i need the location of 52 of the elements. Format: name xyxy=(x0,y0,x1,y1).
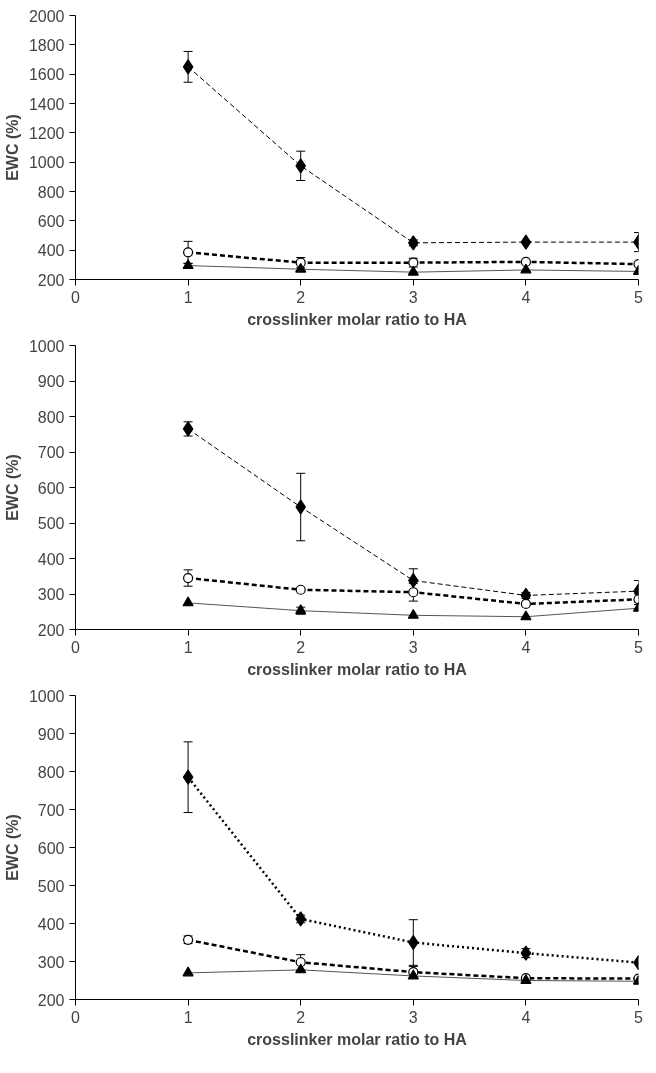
y-tick-label: 400 xyxy=(37,242,65,260)
y-tick-label: 200 xyxy=(37,271,65,289)
y-tick-label: 400 xyxy=(37,550,65,568)
y-tick-label: 1800 xyxy=(28,36,65,54)
x-tick-label: 4 xyxy=(521,1008,531,1026)
y-tick-label: 200 xyxy=(37,621,65,639)
y-tick-label: 900 xyxy=(37,725,65,743)
x-tick-label: 3 xyxy=(408,288,418,306)
y-tick-label: 600 xyxy=(37,212,65,230)
y-tick-label: 300 xyxy=(37,953,65,971)
x-tick-label: 1 xyxy=(183,1008,193,1026)
x-tick-label: 2 xyxy=(296,1008,306,1026)
x-tick-label: 3 xyxy=(408,1008,418,1026)
x-tick-label: 0 xyxy=(71,638,81,656)
x-tick-label: 4 xyxy=(521,288,531,306)
y-tick-label: 1600 xyxy=(28,66,65,84)
y-tick-label: 1000 xyxy=(28,687,65,705)
y-tick-label: 900 xyxy=(37,373,65,390)
x-tick-label: 2 xyxy=(296,638,306,656)
y-tick-label: 200 xyxy=(37,991,65,1009)
x-tick-label: 1 xyxy=(183,288,193,306)
y-tick-label: 300 xyxy=(37,586,65,603)
x-axis-title: crosslinker molar ratio to HA xyxy=(247,660,468,678)
x-axis-title: crosslinker molar ratio to HA xyxy=(247,1030,468,1048)
x-axis-title: crosslinker molar ratio to HA xyxy=(247,310,468,328)
y-tick-label: 1200 xyxy=(28,124,65,142)
x-tick-label: 2 xyxy=(296,288,306,306)
x-tick-label: 1 xyxy=(183,638,193,656)
y-tick-label: 1000 xyxy=(28,337,65,355)
y-axis-title: EWC (%) xyxy=(3,814,21,881)
x-tick-label: 4 xyxy=(521,638,531,656)
y-tick-label: 500 xyxy=(37,515,65,532)
y-tick-label: 700 xyxy=(37,444,65,461)
y-axis-title: EWC (%) xyxy=(3,114,21,181)
x-tick-label: 0 xyxy=(71,1008,81,1026)
y-tick-label: 500 xyxy=(37,877,65,895)
y-tick-label: 800 xyxy=(37,763,65,781)
x-tick-label: 5 xyxy=(634,1008,644,1026)
y-tick-label: 1000 xyxy=(28,154,65,172)
y-tick-label: 800 xyxy=(37,408,65,426)
x-tick-label: 5 xyxy=(634,638,644,656)
x-tick-label: 0 xyxy=(71,288,81,306)
y-tick-label: 600 xyxy=(37,839,65,857)
y-tick-label: 800 xyxy=(37,183,65,201)
y-tick-label: 600 xyxy=(37,479,65,497)
y-tick-label: 2000 xyxy=(28,7,65,25)
y-tick-label: 700 xyxy=(37,801,65,819)
y-axis-title: EWC (%) xyxy=(3,454,21,521)
y-tick-label: 400 xyxy=(37,915,65,933)
y-tick-label: 1400 xyxy=(28,95,65,113)
x-tick-label: 5 xyxy=(634,288,644,306)
x-tick-label: 3 xyxy=(408,638,418,656)
